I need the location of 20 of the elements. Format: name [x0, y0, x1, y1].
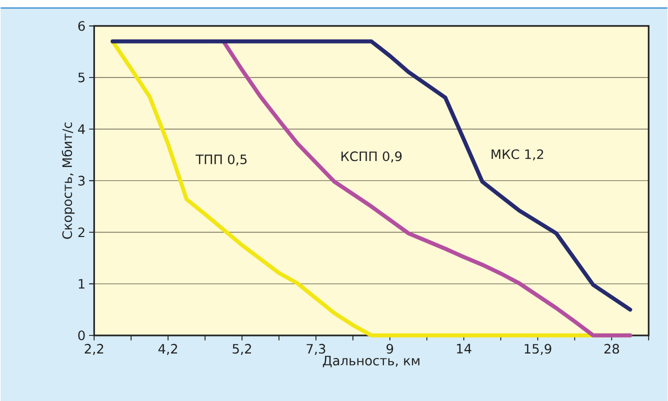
series-label: ТПП 0,5: [196, 154, 247, 166]
y-tick-label: 5: [78, 72, 84, 82]
x-tick-label: 4,2: [158, 344, 178, 355]
x-axis-title: Дальность, км: [322, 356, 420, 368]
x-tick-label: 7,3: [306, 344, 326, 355]
series-label: КСПП 0,9: [341, 151, 402, 162]
y-tick-label: 3: [78, 176, 85, 186]
x-tick-label: 9: [386, 344, 394, 354]
y-tick-label: 1: [78, 278, 84, 288]
y-tick-label: 6: [78, 20, 85, 31]
y-tick-label: 2: [78, 227, 84, 237]
x-tick-label: 14: [457, 344, 472, 354]
x-tick-label: 28: [604, 344, 620, 354]
y-axis-title: Скорость, Мбит/с: [62, 122, 75, 239]
y-tick-label: 0: [78, 330, 85, 340]
x-tick-label: 2,2: [84, 344, 104, 355]
x-tick-label: 15,9: [524, 344, 552, 355]
y-tick-label: 4: [78, 124, 85, 134]
x-tick-label: 5,2: [232, 344, 251, 355]
series-label: МКС 1,2: [492, 149, 544, 160]
